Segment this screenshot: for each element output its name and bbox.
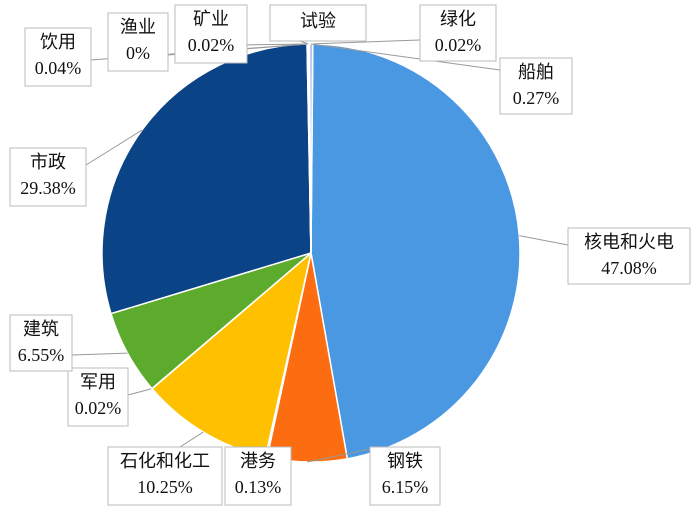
leader-line [309, 39, 421, 45]
category-label: 钢铁 [387, 451, 423, 471]
label-box [67, 367, 129, 427]
pie-slice [310, 43, 521, 460]
value-label: 47.08% [601, 258, 657, 278]
category-label: 港务 [240, 451, 276, 471]
category-label: 军用 [80, 372, 116, 392]
category-label: 市政 [30, 152, 66, 172]
category-label: 绿化 [440, 9, 476, 29]
leader-line [179, 431, 204, 448]
label-box [499, 57, 573, 115]
leader-line [310, 43, 501, 71]
leader-line [85, 129, 143, 166]
label-box [107, 12, 169, 72]
leader-line [71, 352, 128, 356]
value-label: 0.13% [235, 477, 282, 497]
category-label: 饮用 [40, 32, 76, 52]
category-label: 矿业 [193, 9, 229, 29]
label-box [107, 446, 223, 506]
label-box [9, 314, 73, 372]
category-label: 建筑 [23, 319, 59, 339]
label-box [269, 4, 367, 42]
value-label: 29.38% [20, 178, 76, 198]
label-box [567, 227, 691, 285]
category-label: 船舶 [518, 62, 554, 82]
leader-line [307, 446, 381, 463]
category-label: 核电和火电 [584, 232, 674, 252]
pie-slice [101, 43, 312, 315]
label-box [419, 4, 497, 62]
label-box [369, 446, 441, 506]
value-label: 6.15% [382, 477, 429, 497]
value-label: 0% [126, 43, 150, 63]
value-label: 0.02% [188, 35, 235, 55]
value-label: 6.55% [18, 345, 65, 365]
value-label: 0.04% [35, 58, 82, 78]
category-label: 试验 [300, 11, 336, 31]
value-label: 10.25% [137, 477, 193, 497]
leader-line [239, 43, 308, 46]
label-box [9, 147, 87, 207]
label-box [174, 4, 248, 64]
category-label: 石化和化工 [120, 451, 210, 471]
value-label: 0.27% [513, 88, 560, 108]
label-box [24, 27, 92, 87]
leader-line [299, 40, 309, 45]
value-label: 0.02% [435, 35, 482, 55]
category-label: 渔业 [120, 17, 156, 37]
leader-line [127, 388, 153, 396]
label-box [224, 446, 292, 506]
value-label: 0.02% [75, 398, 122, 418]
leader-line [519, 235, 569, 246]
